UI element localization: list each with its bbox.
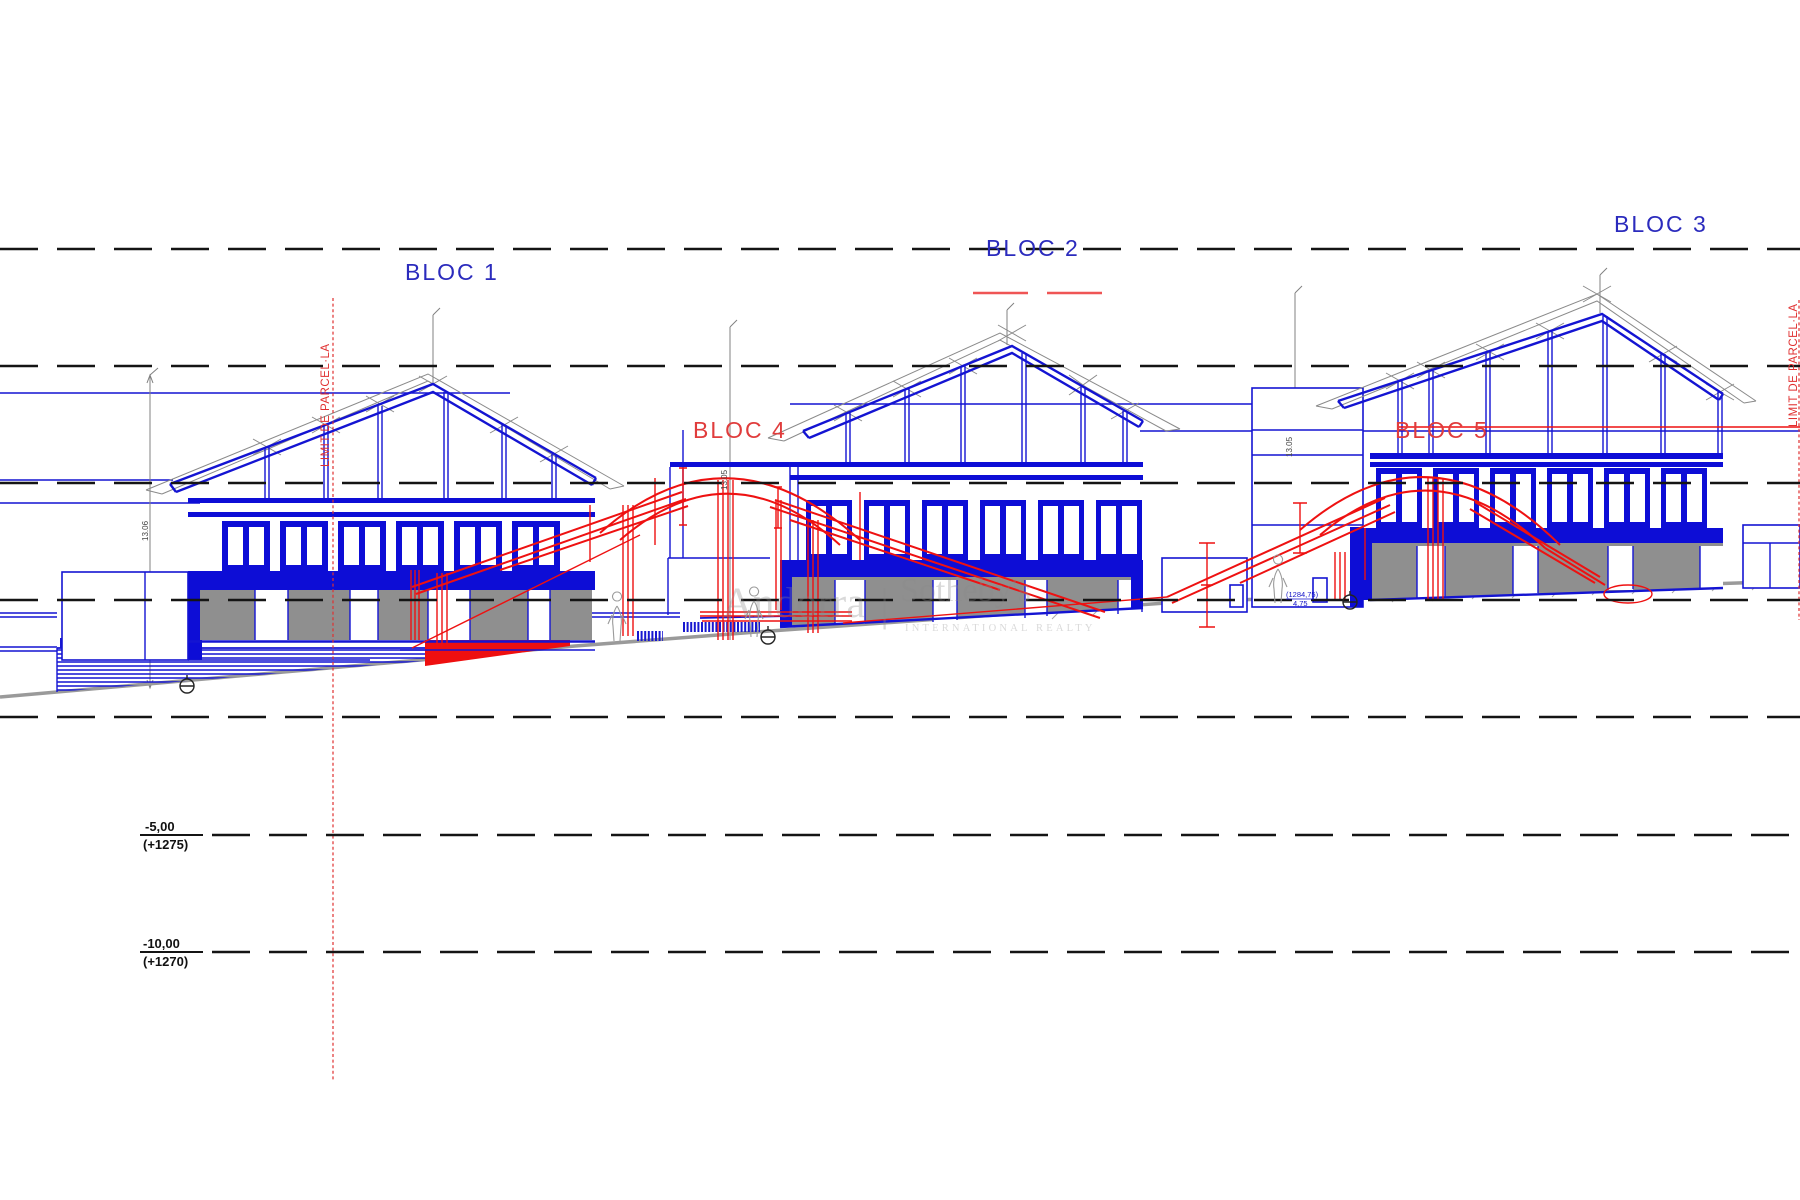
watermark-region: Andorra <box>722 580 865 627</box>
watermark-brand-sub: INTERNATIONAL REALTY <box>905 623 1096 634</box>
dim-bloc4-height: 13.05 <box>720 469 729 490</box>
text-annotations: BLOC 1 BLOC 2 BLOC 3 BLOC 4 BLOC 5 -5,00… <box>141 211 1800 969</box>
parcel-limit-label-right: LIMIT DE PARCEL·LA <box>1788 303 1800 427</box>
benchmark-icon <box>179 675 195 694</box>
spot-height-label: 4,75 <box>1293 599 1308 608</box>
watermark-separator: | <box>880 579 889 630</box>
person-silhouette <box>607 591 627 642</box>
bloc5-label: BLOC 5 <box>1395 417 1489 443</box>
parcel-limit-label-left: LIMIT DE PARCEL·LA <box>320 343 332 467</box>
benchmark-icon <box>760 626 776 645</box>
person-silhouette <box>1268 554 1288 604</box>
door-opening <box>1229 584 1244 608</box>
level-minus5-datum: (+1275) <box>143 837 188 852</box>
watermark-brand: Sotheby's <box>900 572 1031 609</box>
bloc1-label: BLOC 1 <box>405 259 499 285</box>
gap-structures <box>1161 387 1364 613</box>
bloc2-building <box>767 324 1181 629</box>
bloc3-label: BLOC 3 <box>1614 211 1708 237</box>
bloc1-building <box>61 373 625 661</box>
door-opening <box>1312 577 1328 603</box>
level-minus10-value: -10,00 <box>143 936 180 951</box>
level-minus5-value: -5,00 <box>145 819 175 834</box>
dim-gap-height: 13.05 <box>1285 436 1294 457</box>
bloc1-garage <box>188 590 595 661</box>
bloc3-right-annex <box>1742 524 1800 589</box>
level-minus10-datum: (+1270) <box>143 954 188 969</box>
bloc2-label: BLOC 2 <box>986 235 1080 261</box>
bloc2-windows <box>806 500 1142 560</box>
benchmark-icon <box>1342 591 1358 610</box>
watermark: Andorra | Sotheby's INTERNATIONAL REALTY <box>722 572 1096 634</box>
bloc1-left-annex <box>61 571 189 661</box>
bloc2-garage <box>779 577 1144 629</box>
person-silhouette <box>744 586 764 638</box>
bloc4-label: BLOC 4 <box>693 417 787 443</box>
dim-bloc1-height: 13.06 <box>141 520 150 541</box>
benchmark-symbols <box>179 591 1358 694</box>
person-figures <box>607 554 1288 642</box>
bloc1-windows <box>222 521 560 571</box>
spot-elevation-label: (1284,75) <box>1286 590 1319 599</box>
level-lines <box>0 247 1800 954</box>
bloc5-red-overlay <box>1166 426 1800 628</box>
bloc4-red-overlay <box>410 467 1168 649</box>
